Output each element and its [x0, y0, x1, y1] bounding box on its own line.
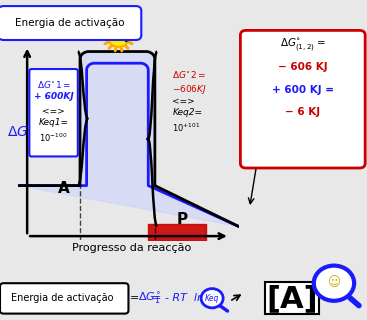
Text: $\Delta G^{\circ}$: $\Delta G^{\circ}$	[7, 126, 34, 140]
Circle shape	[108, 29, 129, 47]
Circle shape	[314, 266, 354, 301]
Text: =: =	[130, 293, 143, 303]
Text: $10^{+101}$: $10^{+101}$	[172, 122, 201, 134]
FancyBboxPatch shape	[0, 283, 128, 314]
Text: <=>: <=>	[42, 106, 65, 115]
Text: + 600 KJ =: + 600 KJ =	[272, 84, 334, 95]
FancyBboxPatch shape	[0, 6, 141, 40]
Text: $\Delta G^{\circ}_{(1,2)}=$: $\Delta G^{\circ}_{(1,2)}=$	[280, 36, 326, 53]
Text: + 600KJ: + 600KJ	[34, 92, 73, 101]
Text: Energia de activação: Energia de activação	[15, 18, 124, 28]
FancyBboxPatch shape	[29, 69, 78, 156]
Text: Keq: Keq	[205, 294, 219, 303]
Text: = - RT  ln: = - RT ln	[152, 293, 204, 303]
Text: Energia de activação: Energia de activação	[11, 293, 114, 303]
Text: $-606KJ$: $-606KJ$	[172, 83, 207, 96]
Text: $10^{-100}$: $10^{-100}$	[39, 131, 68, 144]
Text: $\Delta G^{\circ}2=$: $\Delta G^{\circ}2=$	[172, 69, 207, 80]
Text: Progresso da reacção: Progresso da reacção	[73, 243, 192, 253]
Text: ☺: ☺	[327, 276, 341, 289]
Text: − 606 KJ: − 606 KJ	[278, 62, 328, 72]
Text: A: A	[58, 181, 70, 196]
Text: P: P	[177, 212, 188, 228]
Text: $\Delta G_1^{\circ}$: $\Delta G_1^{\circ}$	[138, 291, 160, 306]
Text: Keq1=: Keq1=	[39, 117, 69, 127]
Polygon shape	[18, 52, 239, 227]
FancyBboxPatch shape	[240, 30, 365, 168]
Text: [A]: [A]	[266, 284, 318, 313]
Text: A*: A*	[112, 33, 125, 43]
Text: − 6 KJ: − 6 KJ	[285, 107, 320, 117]
Text: $\Delta G^{\circ}1=$: $\Delta G^{\circ}1=$	[37, 79, 70, 90]
Text: Keq2=: Keq2=	[172, 108, 203, 117]
Circle shape	[201, 289, 223, 308]
Text: <=>: <=>	[172, 96, 195, 105]
